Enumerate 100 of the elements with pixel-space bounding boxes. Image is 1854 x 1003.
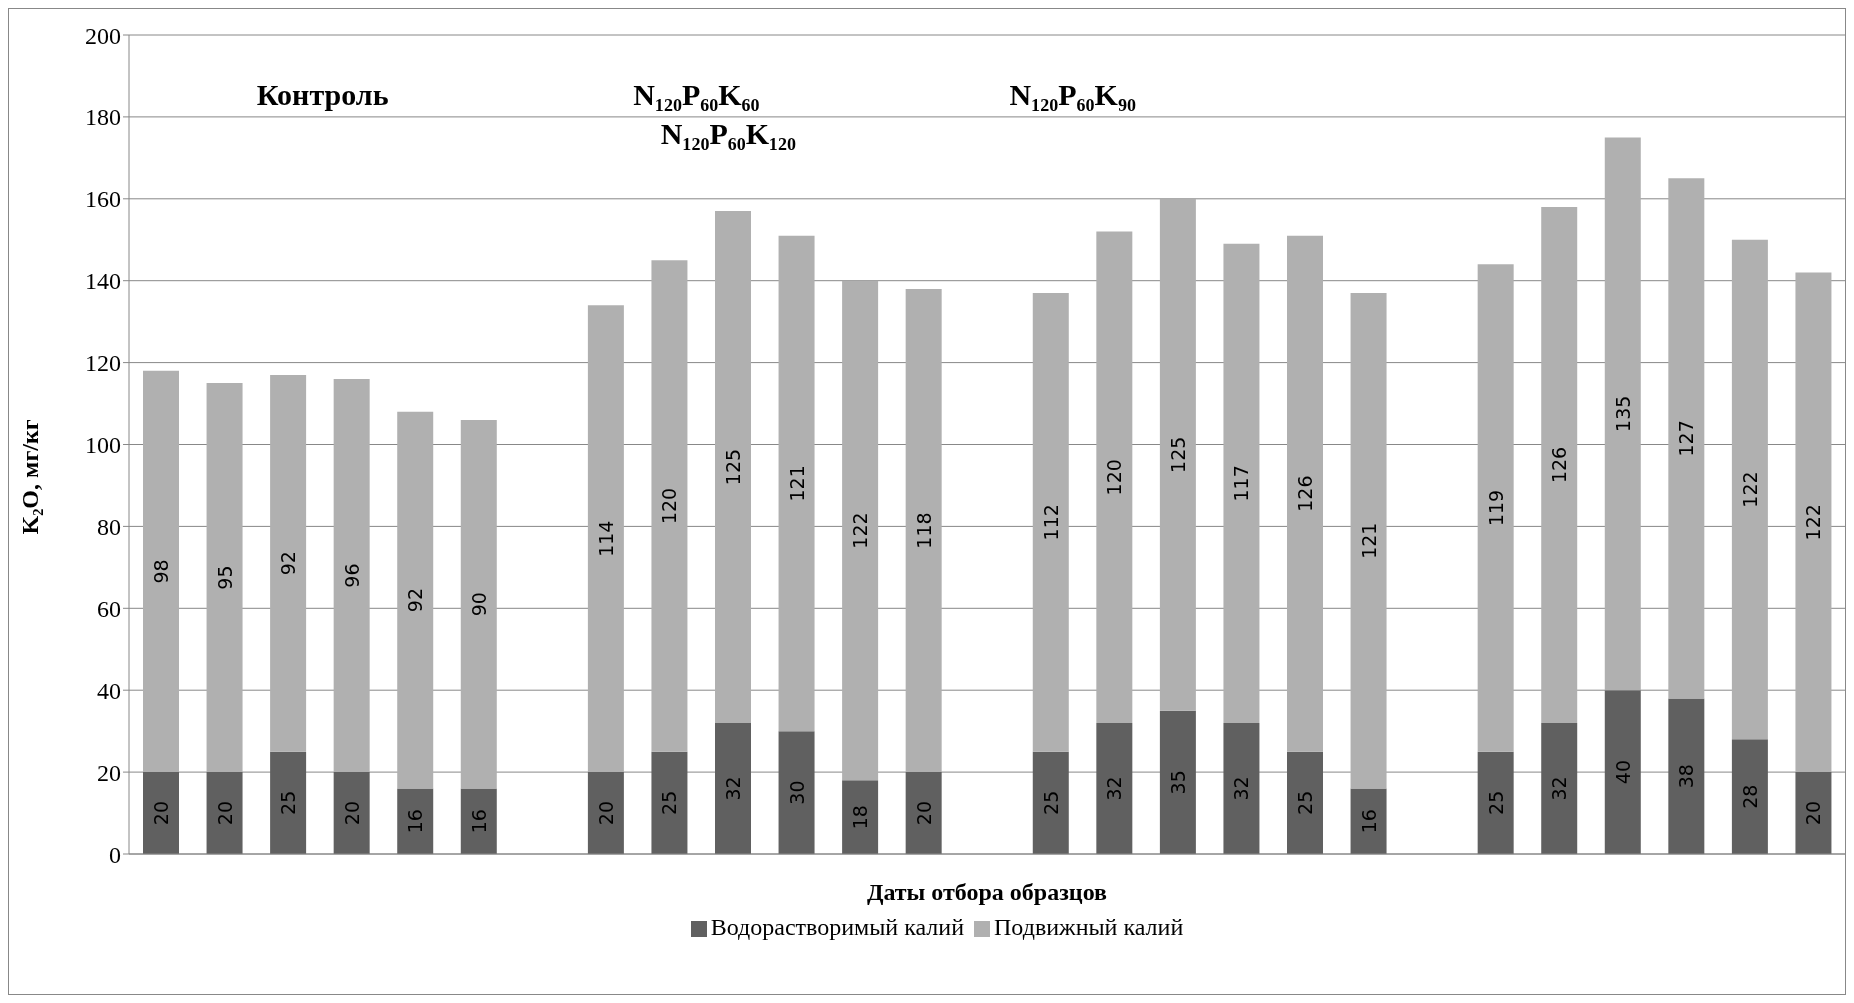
data-label: 117	[1230, 465, 1253, 502]
data-label: 121	[1357, 522, 1380, 559]
bar	[1731, 739, 1768, 854]
data-label: 120	[1103, 459, 1126, 496]
y-tick-label: 100	[85, 432, 121, 459]
data-label: 125	[1166, 436, 1189, 473]
bar	[143, 772, 179, 854]
bar	[1604, 690, 1641, 854]
data-label: 96	[340, 563, 363, 588]
bar	[1223, 722, 1260, 854]
data-label: 25	[1294, 790, 1316, 815]
data-label: 25	[1039, 790, 1062, 815]
data-label: 40	[1611, 760, 1634, 785]
bar	[587, 305, 624, 773]
bar	[1604, 137, 1641, 691]
bar	[333, 772, 370, 854]
annotation: N₁₂₀P₆₀K₁₂₀	[660, 117, 797, 152]
data-label: 126	[1548, 446, 1571, 484]
bar	[270, 374, 307, 752]
data-label: 92	[404, 588, 427, 613]
bar	[206, 772, 243, 854]
bar	[1032, 292, 1069, 752]
data-label: 112	[1039, 504, 1062, 541]
data-label: 20	[340, 800, 363, 826]
bar	[1287, 235, 1323, 752]
data-label: 25	[277, 790, 300, 815]
data-label: 92	[277, 551, 300, 576]
bar	[842, 780, 879, 854]
data-label: 125	[722, 448, 744, 486]
data-label: 119	[1484, 489, 1507, 527]
data-label: 28	[1738, 784, 1761, 809]
bar	[778, 235, 815, 732]
data-label: 121	[785, 465, 808, 502]
y-tick-label: 140	[85, 268, 121, 295]
bar	[1668, 698, 1705, 854]
data-label: 32	[1103, 776, 1126, 801]
data-label: 16	[467, 809, 490, 834]
bar	[1541, 722, 1578, 854]
data-label: 30	[785, 780, 808, 805]
data-label: 38	[1675, 764, 1698, 789]
bar	[1795, 272, 1832, 773]
data-label: 25	[1484, 790, 1507, 815]
data-label: 98	[150, 559, 172, 584]
data-label: 32	[722, 776, 744, 801]
y-tick-label: 40	[97, 677, 121, 704]
bar	[397, 411, 434, 789]
bar	[333, 378, 370, 773]
annotation: N₁₂₀P₆₀K₆₀	[633, 77, 760, 112]
bar	[905, 288, 942, 773]
bar	[1223, 243, 1260, 723]
data-label: 35	[1166, 770, 1189, 795]
data-label: 20	[1802, 800, 1825, 826]
legend-label: Водорастворимый калий	[710, 914, 965, 940]
data-label: 95	[213, 565, 236, 590]
data-label: 20	[213, 800, 236, 826]
data-label: 122	[1802, 504, 1825, 541]
bar	[206, 383, 243, 773]
bar	[1477, 264, 1514, 752]
annotation: N₁₂₀P₆₀K₉₀	[1009, 77, 1136, 112]
data-label: 118	[912, 512, 935, 549]
data-label: 135	[1611, 395, 1634, 432]
y-tick-label: 200	[85, 22, 121, 49]
bar	[1096, 231, 1133, 723]
data-label: 25	[658, 790, 681, 815]
data-label: 16	[1357, 809, 1380, 834]
bar	[1350, 788, 1387, 854]
bar	[651, 260, 688, 752]
bar	[1541, 206, 1578, 723]
bar	[460, 419, 497, 789]
bar	[1287, 751, 1323, 854]
data-label: 20	[150, 800, 172, 826]
bar	[270, 751, 307, 854]
y-tick-label: 80	[97, 513, 121, 540]
bar	[460, 788, 497, 854]
data-label: 32	[1548, 776, 1571, 801]
bar	[1159, 710, 1196, 854]
y-tick-label: 180	[85, 104, 121, 131]
bar	[397, 788, 434, 854]
legend-label: Подвижный калий	[994, 914, 1184, 940]
data-label: 16	[404, 809, 427, 834]
y-tick-label: 0	[109, 841, 121, 868]
data-label: 122	[1738, 471, 1761, 508]
data-label: 127	[1675, 420, 1698, 457]
x-axis-title: Даты отбора образцов	[866, 879, 1108, 905]
data-label: 122	[849, 512, 872, 549]
bar	[905, 772, 942, 854]
bar	[1350, 292, 1387, 789]
bar	[1477, 751, 1514, 854]
data-label: 126	[1294, 475, 1316, 512]
y-axis-title: K₂O, мг/кг	[16, 419, 43, 535]
bar	[1096, 722, 1133, 854]
bar	[715, 722, 751, 854]
data-label: 20	[594, 800, 617, 826]
data-label: 20	[912, 800, 935, 826]
y-tick-label: 60	[97, 595, 121, 622]
data-label: 90	[467, 592, 490, 617]
bar	[1795, 772, 1832, 854]
bar	[143, 370, 179, 773]
bar	[842, 280, 879, 781]
y-tick-label: 160	[85, 186, 121, 213]
